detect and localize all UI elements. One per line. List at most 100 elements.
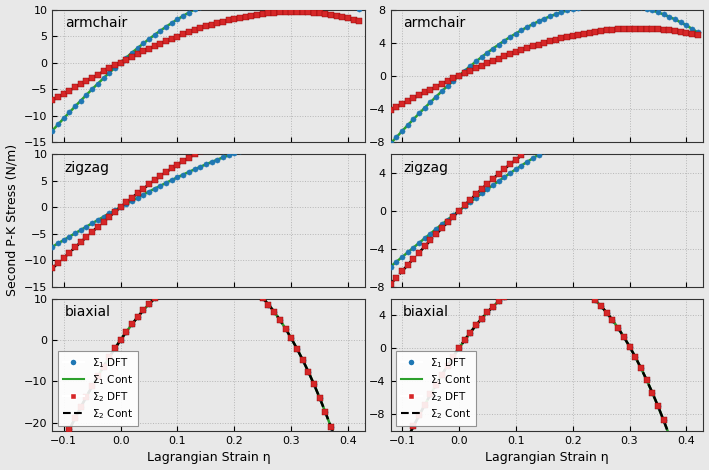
Point	[115, 59, 126, 66]
Point	[303, 126, 314, 134]
Point	[675, 19, 686, 26]
Point	[354, 147, 365, 154]
Point	[160, 23, 172, 31]
Point	[522, 148, 533, 155]
Point	[223, 270, 234, 277]
Point	[567, 280, 579, 288]
Point	[635, 107, 647, 114]
Point	[601, 109, 613, 116]
Point	[200, 266, 211, 274]
Point	[115, 336, 126, 344]
Point	[533, 276, 545, 283]
Point	[314, 9, 325, 17]
Point	[331, 439, 342, 447]
Point	[52, 121, 64, 128]
Point	[413, 412, 425, 419]
Point	[419, 401, 430, 408]
Point	[527, 20, 539, 28]
Point	[641, 105, 652, 113]
Point	[217, 18, 228, 25]
Point	[240, 279, 252, 286]
Point	[447, 353, 459, 360]
Point	[98, 218, 109, 226]
Point	[291, 125, 303, 133]
Point	[155, 172, 166, 180]
Point	[476, 185, 487, 193]
Point	[223, 151, 234, 159]
Point	[481, 309, 493, 316]
Point	[160, 284, 172, 292]
Point	[274, 125, 286, 132]
Point	[596, 110, 607, 118]
Point	[235, 275, 246, 282]
Point	[314, 394, 325, 401]
Point	[75, 403, 86, 411]
Point	[402, 121, 413, 129]
Point	[573, 118, 584, 125]
Point	[86, 383, 98, 390]
Point	[550, 36, 562, 44]
Point	[104, 213, 115, 220]
Point	[183, 168, 194, 176]
Point	[240, 129, 252, 137]
Point	[109, 208, 121, 216]
Point	[246, 128, 257, 135]
Point	[527, 43, 539, 50]
Point	[470, 58, 481, 65]
Point	[160, 284, 172, 292]
Point	[342, 0, 354, 7]
Point	[527, 155, 539, 162]
Point	[138, 39, 149, 47]
Point	[391, 258, 402, 266]
Point	[385, 140, 396, 147]
Point	[550, 275, 562, 282]
Point	[533, 276, 545, 283]
Point	[280, 325, 291, 332]
Point	[618, 111, 630, 119]
Point	[652, 402, 664, 410]
Point	[303, 368, 314, 376]
Point	[155, 289, 166, 297]
Point	[567, 280, 579, 288]
Point	[274, 136, 286, 143]
Point	[132, 194, 143, 202]
Point	[92, 71, 104, 78]
Point	[47, 127, 58, 134]
Point	[692, 120, 703, 128]
Point	[149, 42, 160, 50]
Point	[303, 130, 314, 138]
Point	[652, 8, 664, 16]
Point	[194, 267, 206, 275]
Point	[143, 180, 155, 188]
Point	[257, 294, 269, 302]
Point	[510, 156, 521, 164]
Point	[408, 423, 419, 430]
Point	[498, 53, 510, 60]
Point	[579, 287, 590, 295]
Point	[647, 389, 658, 396]
Point	[121, 56, 132, 63]
Point	[442, 362, 453, 369]
Point	[109, 345, 121, 352]
Point	[314, 129, 325, 136]
Point	[98, 74, 109, 82]
Point	[47, 97, 58, 104]
Point	[86, 74, 98, 81]
Point	[132, 313, 143, 321]
Point	[493, 41, 504, 48]
Point	[487, 303, 498, 310]
Point	[556, 276, 567, 284]
Point	[303, 8, 314, 16]
Point	[69, 84, 81, 91]
Point	[607, 316, 618, 324]
Point	[464, 329, 476, 337]
Point	[681, 29, 692, 37]
Point	[320, 128, 331, 136]
Point	[515, 47, 527, 54]
Point	[459, 203, 470, 210]
Point	[246, 144, 257, 151]
Point	[269, 308, 280, 315]
Point	[522, 24, 533, 31]
Point	[291, 345, 303, 352]
Point	[686, 118, 698, 125]
